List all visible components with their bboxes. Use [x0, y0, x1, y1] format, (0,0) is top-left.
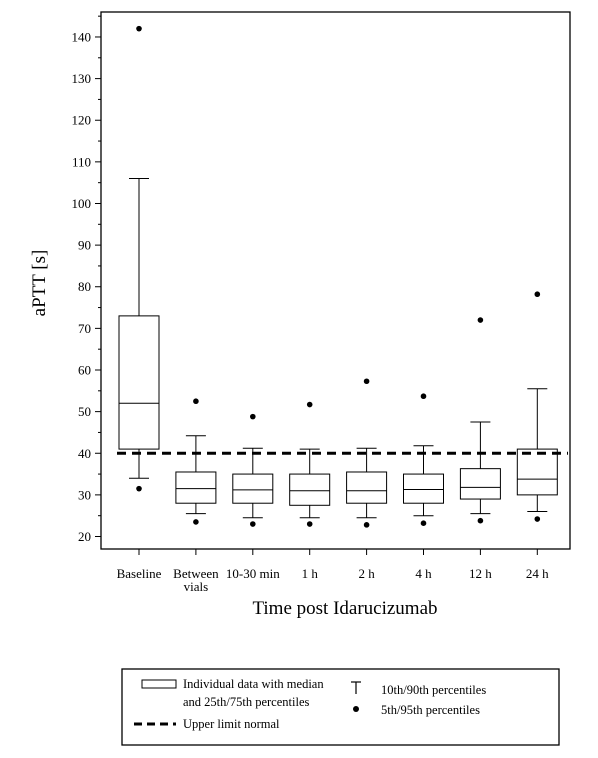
legend-line-label: Upper limit normal — [183, 717, 280, 731]
y-tick-label: 40 — [78, 446, 91, 461]
p5-point — [193, 519, 199, 525]
p95-point — [193, 398, 199, 405]
p5-point — [250, 521, 256, 527]
x-category-label: 24 h — [526, 566, 549, 581]
box-series — [118, 25, 558, 528]
y-tick-label: 70 — [78, 321, 91, 336]
box-group-12 h — [459, 317, 501, 524]
legend-box-swatch — [141, 679, 177, 689]
legend: Individual data with median and 25th/75t… — [121, 668, 560, 746]
legend-dot-swatch — [353, 706, 359, 712]
y-tick-label: 80 — [78, 279, 91, 294]
p95-point — [136, 25, 142, 32]
x-category-label: 2 h — [358, 566, 375, 581]
y-tick-label: 60 — [78, 363, 91, 378]
box-group-2 h — [346, 378, 388, 528]
y-tick-label: 120 — [72, 113, 92, 128]
box-group-Baseline — [118, 25, 160, 492]
legend-whisker-swatch — [351, 681, 361, 694]
y-tick-label: 50 — [78, 404, 91, 419]
box-group-4 h — [403, 393, 444, 526]
x-category-label: Baseline — [117, 566, 162, 581]
iqr-box — [232, 473, 274, 504]
iqr-box — [346, 471, 388, 504]
y-axis-title: aPTT [s] — [29, 250, 50, 317]
p95-point — [534, 291, 541, 298]
p5-point — [477, 517, 484, 524]
p95-point — [250, 413, 256, 420]
y-tick-label: 100 — [72, 196, 92, 211]
iqr-box — [175, 471, 217, 504]
plot-frame — [100, 11, 571, 550]
box-group-Between vials — [175, 398, 217, 525]
p5-point — [420, 520, 427, 526]
y-axis: 20 30 40 50 60 70 80 90 100 110 120 130 140 — [72, 15, 101, 544]
y-tick-label: 130 — [72, 71, 92, 86]
x-category-label: Between — [173, 566, 219, 581]
legend-whisker-label: 10th/90th percentiles — [381, 683, 486, 697]
x-category-label: 4 h — [415, 566, 432, 581]
y-tick-label: 110 — [72, 154, 91, 169]
iqr-box — [403, 473, 444, 504]
y-tick-label: 20 — [78, 529, 91, 544]
x-category-label: 12 h — [469, 566, 492, 581]
p95-point — [363, 378, 370, 385]
x-category-label: 1 h — [302, 566, 319, 581]
legend-box-label-line-1: Individual data with median — [183, 677, 324, 691]
iqr-box — [516, 448, 558, 496]
box-group-1 h — [289, 401, 331, 527]
p5-point — [363, 522, 370, 528]
legend-dot-label: 5th/95th percentiles — [381, 703, 480, 717]
p95-point — [420, 393, 427, 400]
y-tick-label: 90 — [78, 238, 91, 253]
iqr-box — [118, 315, 160, 450]
iqr-box — [289, 473, 331, 506]
p95-point — [477, 317, 484, 323]
p95-point — [306, 401, 313, 408]
x-axis-title: Time post Idarucizumab — [252, 598, 437, 619]
iqr-box — [459, 468, 501, 500]
p5-point — [306, 521, 313, 527]
p5-point — [534, 516, 541, 522]
legend-frame — [121, 668, 560, 746]
p5-point — [136, 485, 142, 492]
y-tick-label: 30 — [78, 487, 91, 502]
x-category-label: 10-30 min — [226, 566, 280, 581]
box-group-24 h — [516, 291, 558, 522]
box-group-10-30 min — [232, 413, 274, 527]
x-category-label: vials — [184, 579, 209, 594]
legend-box-label-line-2: and 25th/75th percentiles — [183, 695, 309, 709]
y-tick-label: 140 — [72, 29, 92, 44]
